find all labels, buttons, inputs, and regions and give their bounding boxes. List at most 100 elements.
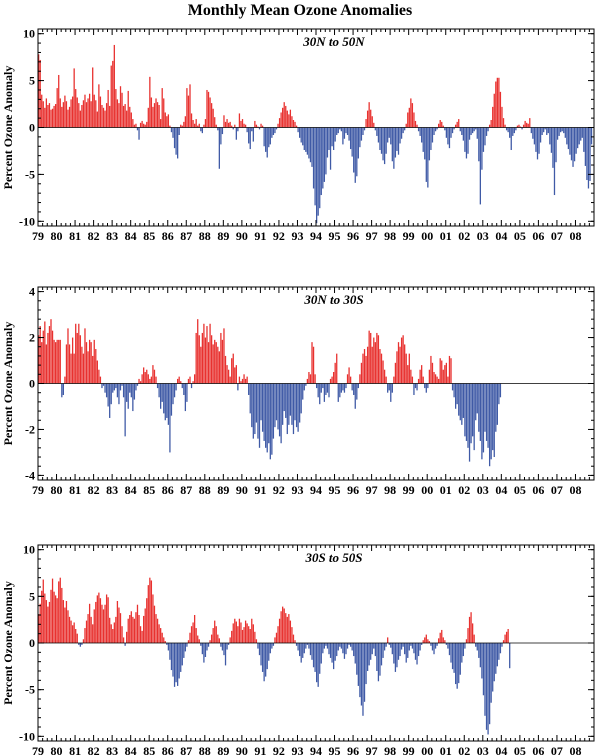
bar bbox=[234, 618, 236, 643]
bar bbox=[92, 624, 94, 643]
x-tick-label: 93 bbox=[291, 744, 303, 755]
bar bbox=[465, 127, 468, 159]
bar bbox=[107, 597, 109, 643]
bar bbox=[388, 383, 390, 391]
bar bbox=[353, 127, 355, 173]
bar bbox=[47, 606, 49, 643]
bar bbox=[488, 383, 491, 467]
bar bbox=[377, 127, 380, 143]
bar bbox=[258, 643, 261, 656]
bar bbox=[237, 626, 239, 643]
bar bbox=[345, 127, 347, 134]
x-tick-label: 90 bbox=[236, 483, 248, 497]
bar bbox=[39, 326, 41, 384]
bar bbox=[172, 643, 174, 677]
bar bbox=[339, 643, 341, 647]
bar bbox=[533, 127, 536, 145]
bar bbox=[260, 383, 262, 421]
bar bbox=[96, 111, 98, 128]
bar bbox=[507, 127, 509, 133]
bar bbox=[164, 383, 166, 421]
bar bbox=[285, 613, 287, 643]
bar bbox=[201, 127, 203, 134]
bar bbox=[396, 643, 398, 668]
bar bbox=[178, 376, 180, 384]
bar bbox=[396, 351, 398, 384]
bar bbox=[204, 643, 207, 657]
bar bbox=[64, 607, 66, 643]
bar bbox=[481, 643, 483, 679]
bar bbox=[62, 102, 64, 128]
bar bbox=[105, 103, 108, 128]
bar bbox=[370, 332, 372, 384]
x-tick-label: 92 bbox=[273, 744, 285, 755]
bar bbox=[499, 643, 502, 654]
bar bbox=[136, 604, 139, 643]
bar bbox=[488, 643, 491, 725]
bar bbox=[433, 127, 435, 135]
bar bbox=[160, 383, 162, 409]
bar bbox=[64, 95, 66, 128]
bar bbox=[365, 643, 367, 685]
bar bbox=[105, 383, 108, 398]
bar bbox=[266, 127, 268, 158]
bar bbox=[231, 358, 233, 384]
bar bbox=[337, 643, 339, 651]
bar bbox=[342, 127, 344, 145]
x-tick-label: 01 bbox=[440, 483, 452, 497]
bar bbox=[286, 110, 288, 128]
bar bbox=[232, 623, 234, 643]
bar bbox=[186, 383, 188, 402]
bar bbox=[371, 346, 373, 384]
bar bbox=[302, 383, 304, 400]
bar bbox=[130, 383, 132, 398]
bar bbox=[373, 122, 375, 128]
bar bbox=[215, 342, 217, 384]
bar bbox=[470, 612, 472, 643]
bar bbox=[218, 127, 220, 169]
panels-group: 79 80 81 82 83 84 85 86 87 88 89 90 91 92 93 94 95 96 97 98… bbox=[1, 27, 595, 755]
bar bbox=[407, 365, 409, 384]
bar bbox=[399, 127, 401, 144]
bar bbox=[376, 643, 378, 671]
bar bbox=[84, 628, 86, 643]
bar bbox=[360, 127, 363, 141]
bar bbox=[374, 342, 376, 384]
x-tick-label: 04 bbox=[495, 483, 507, 497]
bar bbox=[303, 127, 305, 151]
bar bbox=[235, 127, 237, 140]
bar bbox=[498, 643, 500, 660]
bar bbox=[365, 355, 367, 384]
bar bbox=[238, 113, 241, 128]
bar bbox=[82, 639, 85, 643]
bar bbox=[235, 621, 237, 643]
bar bbox=[470, 127, 472, 135]
bar bbox=[173, 383, 176, 398]
bar bbox=[48, 326, 51, 384]
bar bbox=[210, 103, 213, 128]
bar bbox=[362, 353, 364, 384]
bar bbox=[132, 616, 134, 643]
bar bbox=[368, 102, 370, 128]
bar bbox=[405, 123, 407, 128]
bar bbox=[127, 383, 129, 409]
bar bbox=[41, 342, 43, 384]
bar bbox=[385, 643, 387, 647]
bar bbox=[356, 643, 358, 675]
bar bbox=[336, 643, 338, 657]
bar bbox=[570, 127, 573, 161]
bar bbox=[388, 127, 390, 138]
x-tick-label: 85 bbox=[143, 229, 155, 243]
bar bbox=[308, 643, 310, 649]
bar bbox=[376, 332, 378, 384]
bar bbox=[234, 367, 236, 384]
bar bbox=[323, 383, 326, 402]
bar bbox=[428, 641, 431, 643]
bar bbox=[221, 339, 224, 384]
bar bbox=[515, 127, 517, 131]
bar bbox=[402, 335, 404, 384]
bar bbox=[227, 369, 230, 384]
bar bbox=[294, 383, 296, 421]
bar bbox=[113, 622, 115, 643]
bar bbox=[547, 127, 549, 134]
